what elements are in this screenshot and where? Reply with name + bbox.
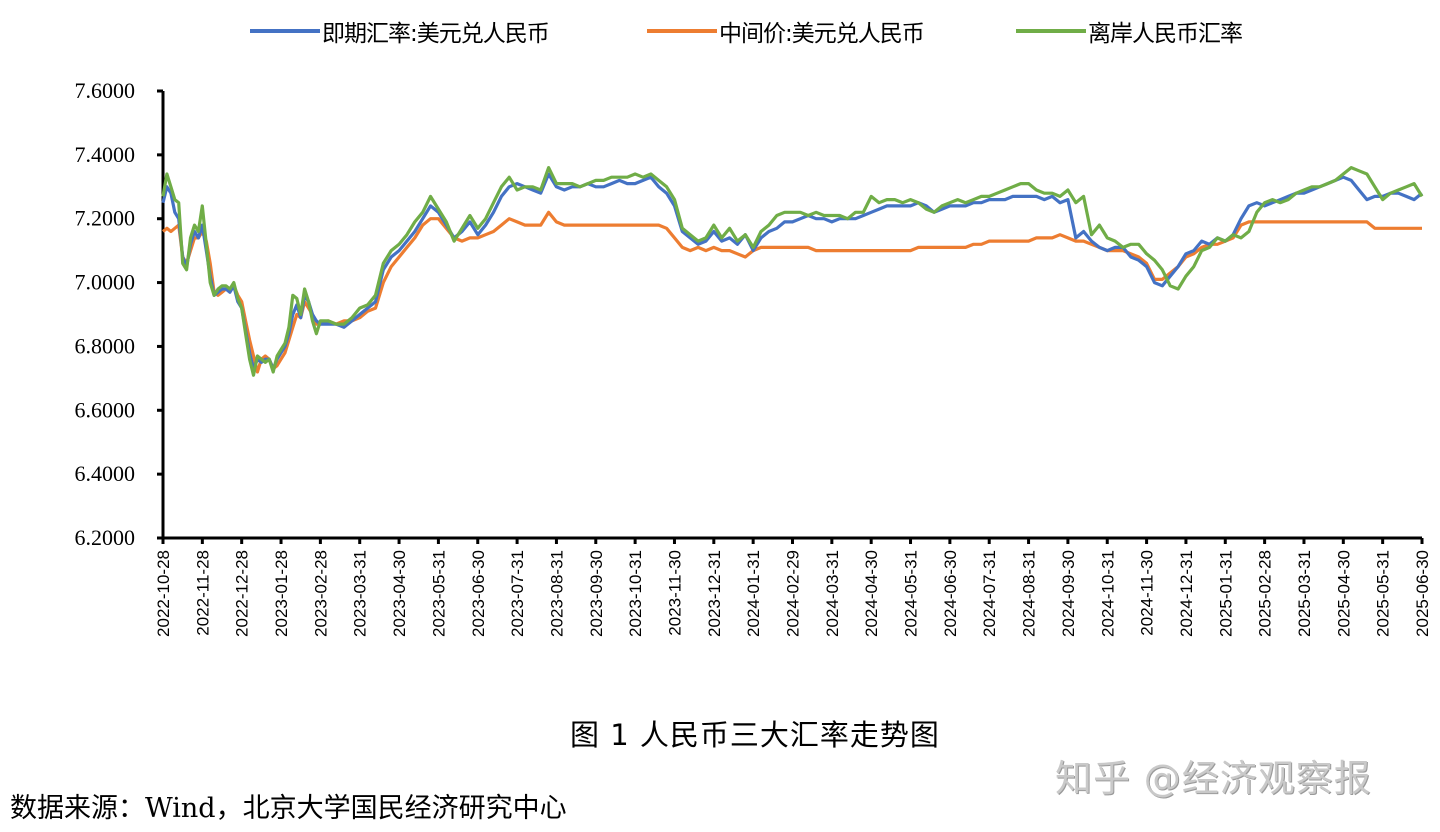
y-tick-label: 7.2000 [75, 206, 136, 231]
x-tick-label: 2022-12-28 [233, 550, 252, 637]
x-tick-label: 2025-06-30 [1413, 550, 1432, 637]
x-tick-label: 2024-06-30 [941, 550, 960, 637]
x-tick-label: 2022-11-28 [193, 550, 212, 636]
x-tick-label: 2023-04-30 [390, 550, 409, 637]
series-lines [161, 166, 1424, 377]
x-tick-label: 2024-12-31 [1177, 550, 1196, 637]
y-tick-label: 6.8000 [75, 333, 136, 358]
x-tick-label: 2023-11-30 [665, 550, 684, 636]
series-line [161, 166, 1424, 377]
series-line [161, 172, 1424, 371]
x-tick-label: 2023-12-31 [705, 550, 724, 637]
y-tick-label: 7.4000 [75, 142, 136, 167]
watermark: 知乎 @经济观察报 [1055, 757, 1372, 800]
x-tick-label: 2025-02-28 [1256, 550, 1275, 637]
x-tick-label: 2025-05-31 [1374, 550, 1393, 637]
x-tick-label: 2023-06-30 [469, 550, 488, 637]
x-tick-label: 2024-01-31 [744, 550, 763, 637]
x-tick-label: 2024-09-30 [1059, 550, 1078, 637]
y-axis: 7.6000 7.4000 7.2000 7.0000 6.8000 6.6000 6.40… [75, 78, 165, 550]
x-tick-label: 2024-05-31 [902, 550, 921, 637]
x-tick-label: 2023-01-28 [272, 550, 291, 637]
x-tick-label: 2023-09-30 [587, 550, 606, 637]
y-tick-label: 7.0000 [75, 270, 136, 295]
x-tick-label: 2024-10-31 [1098, 550, 1117, 637]
x-tick-label: 2025-03-31 [1295, 550, 1314, 637]
legend-item-spot: 即期汇率:美元兑人民币 [250, 14, 550, 48]
x-tick-label: 2024-11-30 [1138, 550, 1157, 636]
x-tick-label: 2022-10-28 [154, 550, 173, 637]
legend-label-central-parity: 中间价:美元兑人民币 [719, 21, 925, 47]
chart-legend: 即期汇率:美元兑人民币 中间价:美元兑人民币 离岸人民币汇率 [0, 14, 1440, 48]
x-tick-label: 2023-02-28 [311, 550, 330, 637]
x-tick-label: 2023-07-31 [508, 550, 527, 637]
legend-swatch-spot [250, 29, 320, 33]
x-tick-label: 2025-04-30 [1334, 550, 1353, 637]
x-tick-label: 2025-01-31 [1216, 550, 1235, 637]
y-tick-label: 6.4000 [75, 461, 136, 486]
data-source-note: 数据来源：Wind，北京大学国民经济研究中心 [10, 793, 567, 824]
y-tick-label: 7.6000 [75, 78, 136, 103]
line-chart: 7.6000 7.4000 7.2000 7.0000 6.8000 6.6000 6.40… [75, 78, 1433, 637]
legend-item-offshore: 离岸人民币汇率 [1016, 14, 1243, 48]
x-tick-label: 2024-02-29 [784, 550, 803, 637]
x-tick-label: 2024-04-30 [862, 550, 881, 637]
x-axis: 2022-10-28 2022-11-28 2022-12-28 2023-01-28… [154, 536, 1432, 637]
x-tick-label: 2023-08-31 [547, 550, 566, 637]
legend-swatch-offshore [1016, 29, 1086, 33]
figure-caption: 图 1 人民币三大汇率走势图 [570, 718, 940, 752]
x-tick-label: 2023-03-31 [351, 550, 370, 637]
x-tick-label: 2024-03-31 [823, 550, 842, 637]
x-tick-label: 2024-08-31 [1020, 550, 1039, 637]
legend-item-central-parity: 中间价:美元兑人民币 [647, 14, 925, 48]
legend-swatch-central-parity [647, 29, 717, 33]
series-line [161, 210, 1422, 374]
y-tick-label: 6.6000 [75, 397, 136, 422]
x-tick-label: 2023-05-31 [429, 550, 448, 637]
x-tick-label: 2023-10-31 [626, 550, 645, 637]
legend-label-offshore: 离岸人民币汇率 [1088, 21, 1243, 47]
x-tick-label: 2024-07-31 [980, 550, 999, 637]
y-tick-label: 6.2000 [75, 525, 136, 550]
legend-label-spot: 即期汇率:美元兑人民币 [322, 21, 550, 47]
